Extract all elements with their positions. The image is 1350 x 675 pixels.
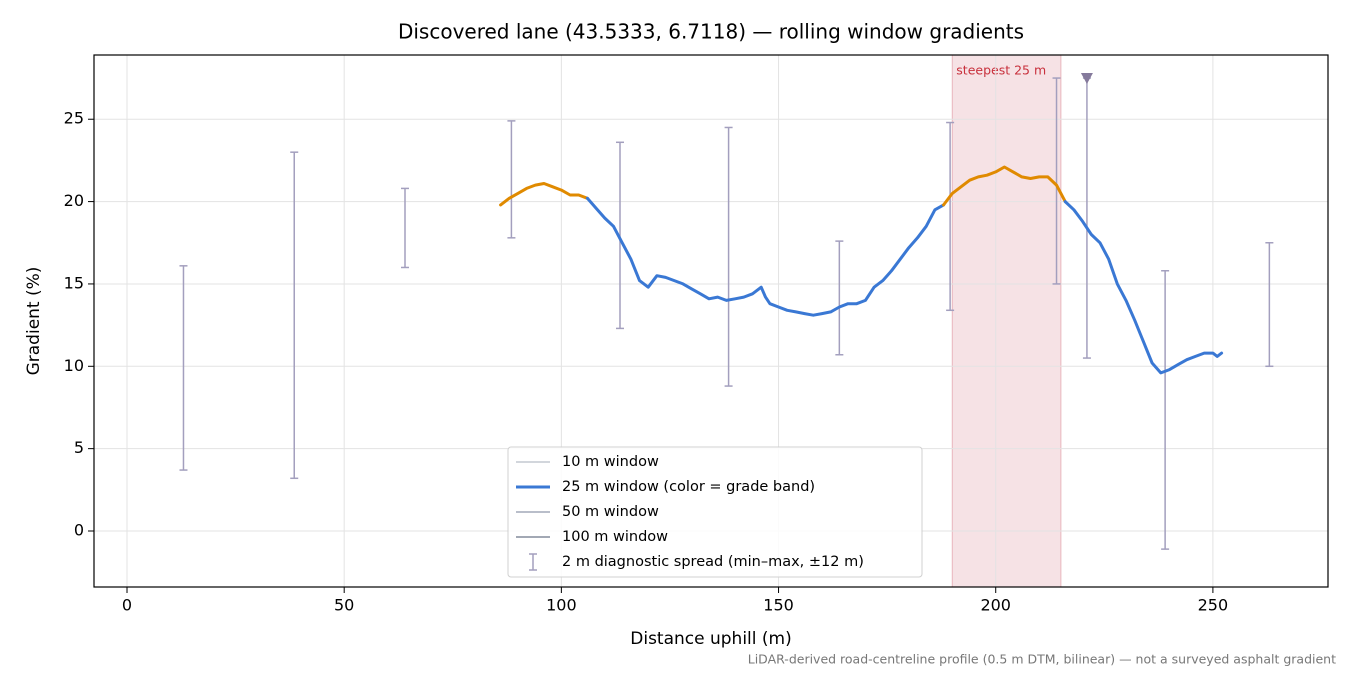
legend-label: 2 m diagnostic spread (min–max, ±12 m) [562,554,864,570]
y-tick-label: 20 [64,191,84,210]
legend-label: 10 m window [562,454,659,470]
x-tick-label: 150 [763,596,794,615]
y-axis-label: Gradient (%) [24,267,44,376]
y-tick-label: 10 [64,356,84,375]
y-tick-label: 25 [64,109,84,128]
plot-frame [93,54,1329,588]
marker [1080,73,1093,85]
x-axis-label: Distance uphill (m) [630,629,791,649]
x-tick-label: 250 [1198,596,1229,615]
y-tick-label: 0 [74,521,84,540]
footnote: LiDAR-derived road-centreline profile (0… [748,652,1336,667]
legend-label: 50 m window [562,504,659,520]
x-tick-label: 0 [122,596,132,615]
series-line [942,165,1067,207]
x-tick-label: 200 [980,596,1011,615]
legend-box [507,446,923,578]
x-tick-label: 50 [334,596,354,615]
series-line [499,182,589,207]
highlight-band [951,54,1062,588]
series-line [1063,200,1224,375]
highlight-label: steepest 25 m [956,63,1046,78]
series-line [585,196,946,317]
legend-label: 25 m window (color = grade band) [562,479,815,495]
legend-label: 100 m window [562,529,668,545]
y-tick-label: 15 [64,273,84,292]
y-tick-label: 5 [74,438,84,457]
chart-title: Discovered lane (43.5333, 6.7118) — roll… [398,20,1024,44]
x-tick-label: 100 [546,596,577,615]
